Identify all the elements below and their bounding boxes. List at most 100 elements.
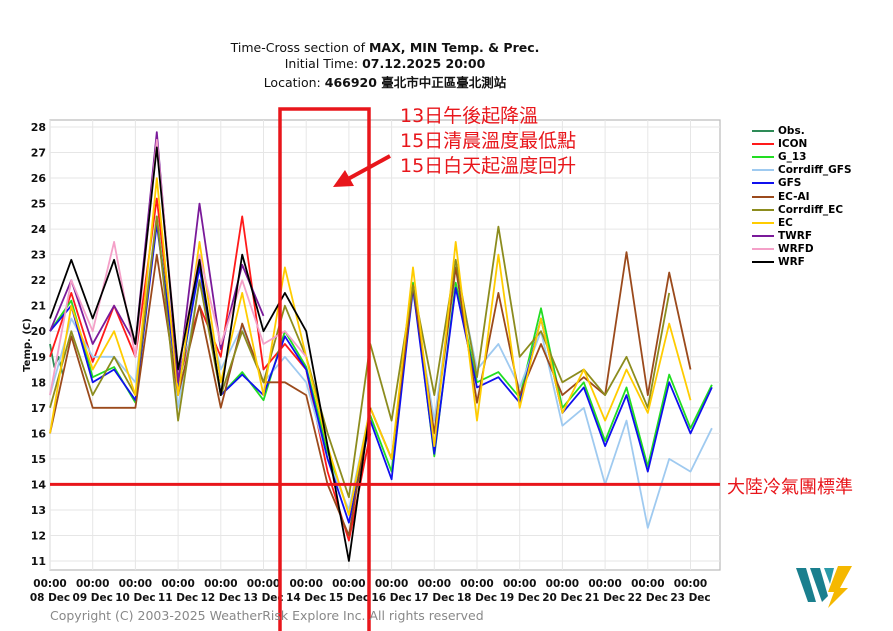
copyright: Copyright (C) 2003-2025 WeatherRisk Expl… — [50, 608, 484, 623]
y-axis-label: Temp. (C) — [22, 318, 33, 372]
legend-item: G_13 — [752, 150, 852, 163]
legend-label: G_13 — [778, 150, 807, 163]
chart-title: Time-Cross section of MAX, MIN Temp. & P… — [0, 40, 770, 55]
title-prefix: Time-Cross section of — [230, 40, 369, 55]
weatherrisk-logo — [796, 566, 852, 608]
y-tick-label: 11 — [31, 555, 46, 568]
legend-label: TWRF — [778, 230, 813, 243]
x-tick-label: 21 Dec — [585, 592, 625, 604]
y-tick-label: 16 — [31, 427, 47, 440]
legend-swatch — [752, 129, 774, 132]
legend-label: Corrdiff_GFS — [778, 164, 852, 177]
annotation-line-3: 15日白天起溫度回升 — [400, 155, 577, 177]
legend-swatch — [752, 155, 774, 158]
legend-label: Corrdiff_EC — [778, 203, 844, 216]
y-tick-label: 22 — [31, 274, 46, 287]
x-tick-label: 08 Dec — [30, 592, 70, 604]
x-tick-label: 10 Dec — [115, 592, 155, 604]
x-tick-time: 00:00 — [289, 578, 322, 590]
x-tick-time: 00:00 — [76, 578, 109, 590]
legend-item: Corrdiff_EC — [752, 203, 852, 216]
y-tick-label: 17 — [31, 402, 46, 415]
x-tick-time: 00:00 — [375, 578, 408, 590]
y-tick-label: 23 — [31, 249, 46, 262]
legend-swatch — [752, 248, 774, 251]
series-line-corrdiff-ec — [49, 215, 671, 499]
legend-swatch — [752, 235, 774, 238]
x-tick-time: 00:00 — [332, 578, 365, 590]
annotation-line-1: 13日午後起降溫 — [400, 105, 539, 127]
y-tick-label: 13 — [31, 504, 46, 517]
legend-item: ICON — [752, 137, 852, 150]
y-tick-label: 27 — [31, 147, 46, 160]
x-tick-label: 23 Dec — [670, 592, 710, 604]
legend-swatch — [752, 261, 774, 264]
legend-label: EC — [778, 216, 793, 229]
x-tick-label: 22 Dec — [628, 592, 668, 604]
legend-item: Obs. — [752, 124, 852, 137]
title-bold: MAX, MIN Temp. & Prec. — [368, 40, 540, 55]
x-tick-label: 13 Dec — [243, 592, 283, 604]
y-tick-label: 15 — [31, 453, 46, 466]
x-tick-time: 00:00 — [247, 578, 280, 590]
location: Location: 466920 臺北市中正區臺北測站 — [0, 72, 770, 91]
threshold-label: 大陸冷氣團標準 — [727, 477, 853, 498]
x-tick-label: 11 Dec — [158, 592, 198, 604]
legend-item: EC-AI — [752, 190, 852, 203]
legend-label: EC-AI — [778, 190, 810, 203]
legend-swatch — [752, 195, 774, 198]
legend-item: EC — [752, 216, 852, 229]
x-tick-label: 19 Dec — [500, 592, 540, 604]
series-line-wrf — [49, 146, 372, 562]
location-value: 466920 臺北市中正區臺北測站 — [324, 75, 507, 90]
arrow-shaft — [347, 154, 391, 181]
x-tick-label: 12 Dec — [201, 592, 241, 604]
x-tick-time: 00:00 — [33, 578, 66, 590]
legend-swatch — [752, 221, 774, 224]
x-tick-label: 15 Dec — [329, 592, 369, 604]
x-tick-label: 18 Dec — [457, 592, 497, 604]
x-tick-time: 00:00 — [418, 578, 451, 590]
legend-label: WRFD — [778, 243, 814, 256]
y-tick-label: 26 — [31, 172, 47, 185]
x-tick-time: 00:00 — [674, 578, 707, 590]
y-tick-label: 24 — [31, 223, 47, 236]
legend-item: GFS — [752, 177, 852, 190]
y-tick-label: 20 — [31, 325, 47, 338]
legend-label: WRF — [778, 256, 805, 269]
y-tick-label: 12 — [31, 529, 46, 542]
legend-swatch — [752, 169, 774, 172]
legend-label: ICON — [778, 137, 808, 150]
annotation-line-2: 15日清晨溫度最低點 — [400, 130, 577, 152]
initial-time-label: Initial Time: — [284, 56, 363, 71]
y-tick-label: 25 — [31, 198, 46, 211]
legend-label: GFS — [778, 177, 802, 190]
x-tick-time: 00:00 — [503, 578, 536, 590]
x-tick-label: 14 Dec — [286, 592, 326, 604]
initial-time: Initial Time: 07.12.2025 20:00 — [0, 56, 770, 71]
legend-swatch — [752, 182, 774, 185]
x-tick-label: 20 Dec — [542, 592, 582, 604]
location-label: Location: — [263, 75, 325, 90]
x-tick-label: 09 Dec — [73, 592, 113, 604]
legend-swatch — [752, 142, 774, 145]
highlight-box — [278, 107, 371, 631]
x-tick-time: 00:00 — [161, 578, 194, 590]
legend-item: WRF — [752, 256, 852, 269]
legend-label: Obs. — [778, 124, 805, 137]
x-tick-label: 17 Dec — [414, 592, 454, 604]
legend-item: Corrdiff_GFS — [752, 164, 852, 177]
x-tick-time: 00:00 — [588, 578, 621, 590]
legend: Obs. ICON G_13 Corrdiff_GFS GFS EC-AI Corrdiff… — [752, 124, 852, 269]
initial-time-value: 07.12.2025 20:00 — [362, 56, 486, 71]
annotation-text: 13日午後起降溫 15日清晨溫度最低點 15日白天起溫度回升 — [400, 104, 576, 179]
x-tick-label: 16 Dec — [371, 592, 411, 604]
arrow-head — [333, 170, 354, 187]
x-tick-time: 00:00 — [546, 578, 579, 590]
y-tick-label: 14 — [31, 478, 47, 491]
legend-item: TWRF — [752, 230, 852, 243]
x-tick-time: 00:00 — [631, 578, 664, 590]
y-tick-label: 19 — [31, 351, 46, 364]
